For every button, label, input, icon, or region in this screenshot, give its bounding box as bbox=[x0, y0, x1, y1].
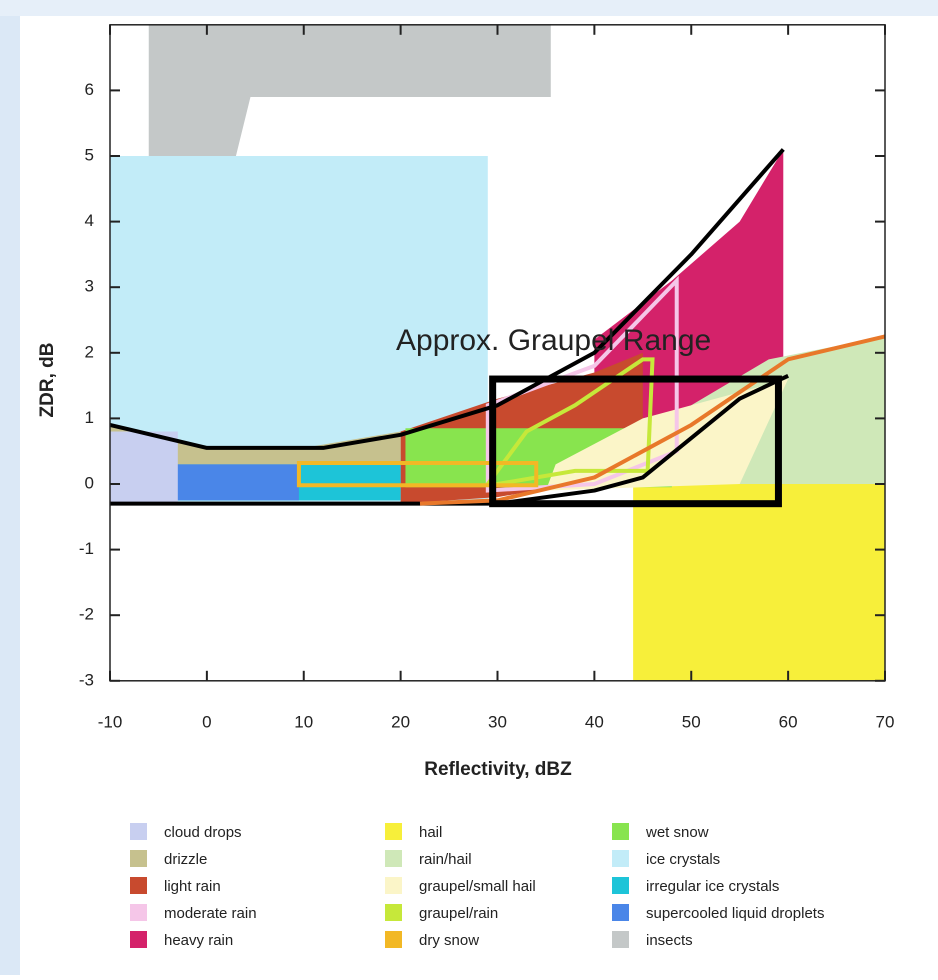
region bbox=[110, 424, 401, 465]
x-tick-label: 20 bbox=[391, 712, 410, 731]
x-tick-label: 70 bbox=[876, 712, 895, 731]
legend-swatch bbox=[385, 850, 402, 867]
legend-swatch bbox=[612, 850, 629, 867]
x-tick-label: 30 bbox=[488, 712, 507, 731]
legend-swatch bbox=[385, 877, 402, 894]
legend-label: irregular ice crystals bbox=[646, 878, 779, 895]
region bbox=[485, 275, 679, 493]
y-axis-label: ZDR, dB bbox=[37, 343, 58, 418]
legend-swatch bbox=[385, 931, 402, 948]
legend-swatch bbox=[130, 823, 147, 840]
legend-label: supercooled liquid droplets bbox=[646, 905, 824, 922]
legend-swatch bbox=[130, 904, 147, 921]
y-tick-label: 1 bbox=[85, 408, 94, 427]
legend-swatch bbox=[612, 904, 629, 921]
legend-swatch bbox=[130, 931, 147, 948]
legend-label: wet snow bbox=[645, 824, 709, 841]
y-tick-label: -3 bbox=[79, 670, 94, 689]
legend-label: graupel/small hail bbox=[419, 878, 536, 895]
legend-label: drizzle bbox=[164, 851, 207, 868]
legend-swatch bbox=[385, 904, 402, 921]
region bbox=[633, 484, 885, 681]
y-tick-label: 2 bbox=[85, 342, 94, 361]
legend-label: dry snow bbox=[419, 932, 479, 949]
legend-label: moderate rain bbox=[164, 905, 257, 922]
legend-label: graupel/rain bbox=[419, 905, 498, 922]
legend-label: insects bbox=[646, 932, 693, 949]
legend-label: light rain bbox=[164, 878, 221, 895]
legend-swatch bbox=[612, 823, 629, 840]
legend-swatch bbox=[612, 877, 629, 894]
region bbox=[148, 24, 551, 156]
region bbox=[110, 156, 488, 504]
plot-body bbox=[110, 24, 885, 681]
y-tick-label: 6 bbox=[85, 80, 94, 99]
y-tick-label: 0 bbox=[85, 473, 94, 492]
y-tick-label: 3 bbox=[85, 277, 94, 296]
x-tick-label: 10 bbox=[294, 712, 313, 731]
legend-label: cloud drops bbox=[164, 824, 242, 841]
x-tick-label: 50 bbox=[682, 712, 701, 731]
legend-label: rain/hail bbox=[419, 851, 472, 868]
edge-decoration bbox=[0, 0, 20, 975]
annotation-box bbox=[489, 375, 782, 508]
edge-decoration bbox=[0, 0, 938, 16]
boundary-line bbox=[419, 334, 885, 506]
region bbox=[296, 461, 539, 488]
y-tick-label: -2 bbox=[79, 605, 94, 624]
legend-label: ice crystals bbox=[646, 851, 720, 868]
region bbox=[110, 431, 178, 504]
legend-swatch bbox=[130, 877, 147, 894]
y-tick-label: 5 bbox=[85, 145, 94, 164]
x-tick-label: 40 bbox=[585, 712, 604, 731]
legend-swatch bbox=[612, 931, 629, 948]
legend-swatch bbox=[385, 823, 402, 840]
region bbox=[483, 357, 655, 486]
legend-swatch bbox=[130, 850, 147, 867]
y-tick-label: -1 bbox=[79, 539, 94, 558]
boundary-line bbox=[110, 148, 785, 450]
x-axis-label: Reflectivity, dBZ bbox=[424, 759, 572, 780]
annotation-text: Approx. Graupel Range bbox=[396, 324, 711, 357]
legend-label: heavy rain bbox=[164, 932, 233, 949]
legend-label: hail bbox=[419, 824, 442, 841]
x-tick-label: 60 bbox=[779, 712, 798, 731]
y-tick-label: 4 bbox=[85, 211, 94, 230]
x-tick-label: 0 bbox=[202, 712, 211, 731]
x-tick-label: -10 bbox=[98, 712, 123, 731]
